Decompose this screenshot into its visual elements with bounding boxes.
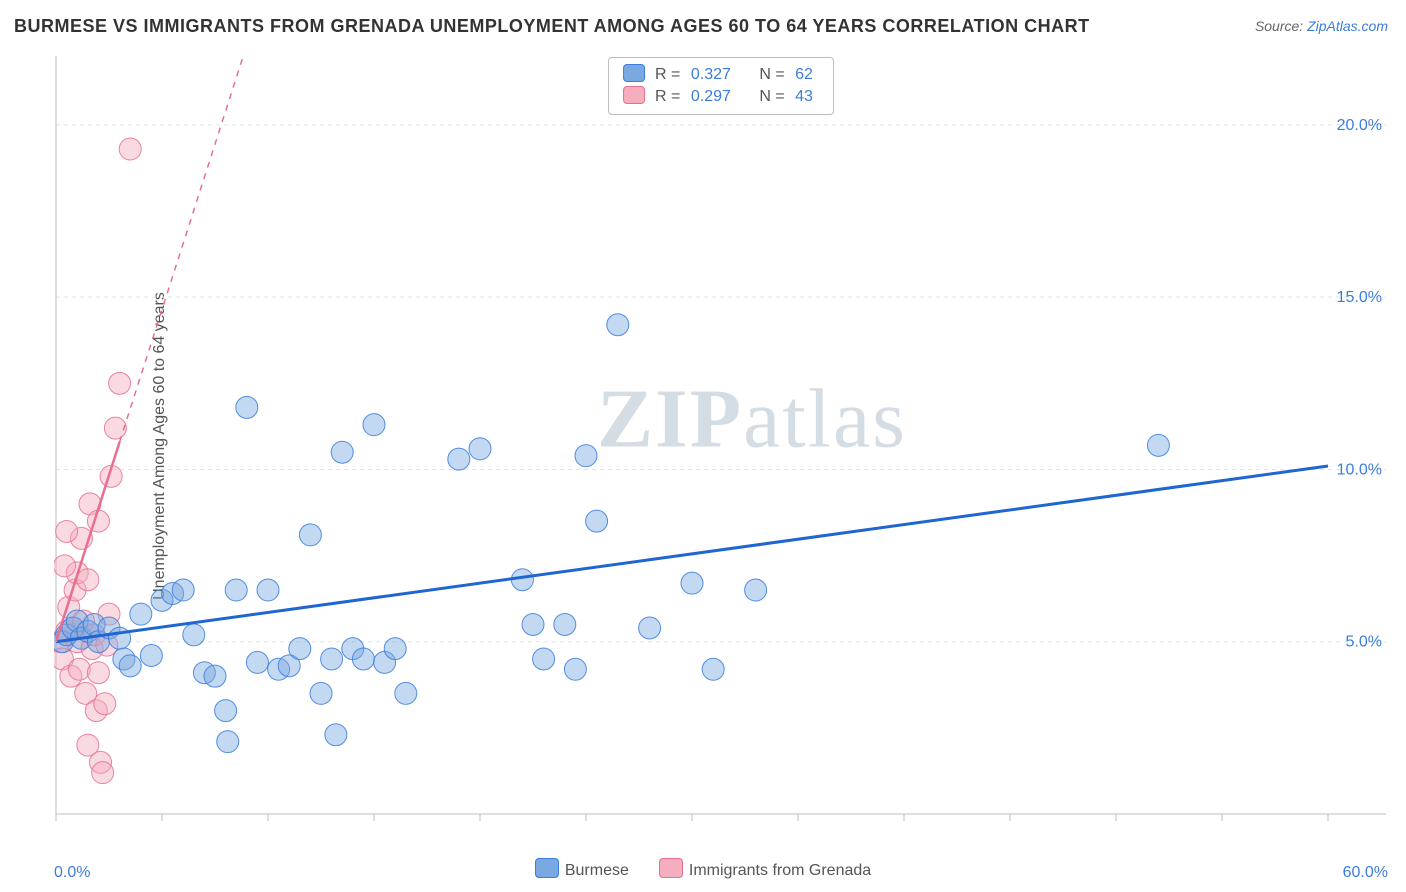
svg-text:10.0%: 10.0% [1337,461,1382,478]
source-label: Source: ZipAtlas.com [1255,18,1388,34]
source-link[interactable]: ZipAtlas.com [1307,18,1388,34]
svg-text:20.0%: 20.0% [1337,117,1382,134]
watermark: ZIPatlas [597,370,907,467]
series-legend: Burmese Immigrants from Grenada [0,858,1406,880]
stats-legend: R = 0.327 N = 62 R = 0.297 N = 43 [608,57,834,115]
legend-item-a: Burmese [535,858,629,880]
svg-text:5.0%: 5.0% [1346,634,1382,651]
stats-row-1: R = 0.327 N = 62 [623,64,819,86]
svg-text:15.0%: 15.0% [1337,289,1382,306]
legend-item-b: Immigrants from Grenada [659,858,871,880]
plot-area: 5.0% 10.0% 15.0% 20.0% R = 0.327 N = 62 R =… [54,54,1388,832]
chart-title: BURMESE VS IMMIGRANTS FROM GRENADA UNEMP… [14,16,1090,37]
stats-row-2: R = 0.297 N = 43 [623,86,819,108]
